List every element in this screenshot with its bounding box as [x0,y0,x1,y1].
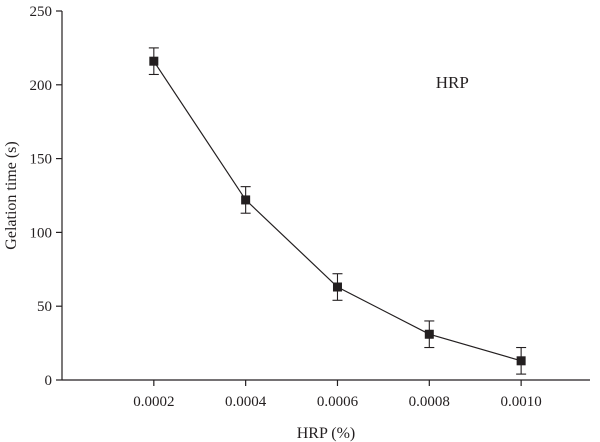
series-line [153,60,522,362]
series-layer [148,47,527,375]
data-point [332,282,342,292]
x-tick-label: 0.0006 [317,394,359,410]
annotation-label: HRP [436,73,469,92]
annotations: HRP [436,73,469,92]
data-point [516,356,526,366]
x-ticks: 0.0002 0.0004 0.0006 0.0008 0.0010 [133,380,542,410]
x-tick-label: 0.0008 [409,394,450,410]
x-tick-label: 0.0010 [501,394,542,410]
x-tick-label: 0.0004 [225,394,267,410]
y-tick-label: 250 [30,4,53,20]
y-ticks: 0 50 100 150 200 250 [30,4,62,389]
y-tick-label: 150 [30,152,53,168]
x-tick-label: 0.0002 [133,394,174,410]
y-tick-label: 0 [45,373,53,389]
data-point [149,56,159,66]
y-tick-label: 100 [30,225,53,241]
data-point [424,329,434,339]
plot-frame [61,11,590,381]
data-point [241,195,251,205]
y-tick-label: 200 [30,78,53,94]
y-axis-title: Gelation time (s) [3,141,20,249]
y-tick-label: 50 [37,299,52,315]
x-axis-title: HRP (%) [297,425,356,442]
